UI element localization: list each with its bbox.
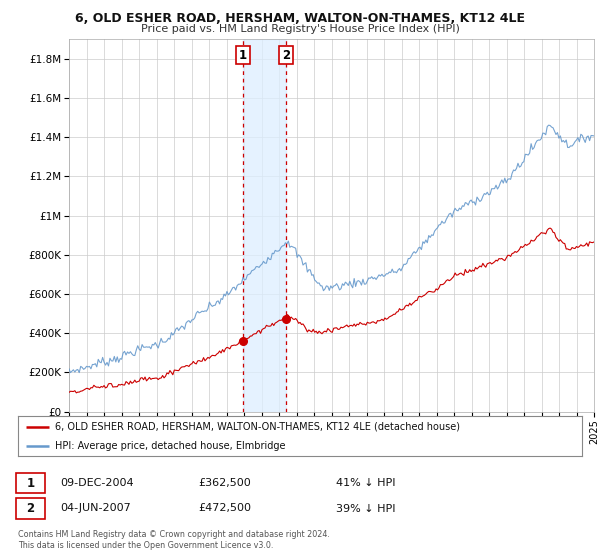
Text: £362,500: £362,500 bbox=[198, 478, 251, 488]
Text: 1: 1 bbox=[239, 49, 247, 62]
Text: 41% ↓ HPI: 41% ↓ HPI bbox=[336, 478, 395, 488]
Bar bbox=[243, 39, 286, 412]
Text: 2: 2 bbox=[282, 49, 290, 62]
Text: 04-JUN-2007: 04-JUN-2007 bbox=[60, 503, 131, 514]
Text: £472,500: £472,500 bbox=[198, 503, 251, 514]
Text: 1: 1 bbox=[26, 477, 35, 490]
Text: Price paid vs. HM Land Registry's House Price Index (HPI): Price paid vs. HM Land Registry's House … bbox=[140, 24, 460, 34]
Text: 2: 2 bbox=[26, 502, 35, 515]
Text: HPI: Average price, detached house, Elmbridge: HPI: Average price, detached house, Elmb… bbox=[55, 441, 285, 450]
Text: Contains HM Land Registry data © Crown copyright and database right 2024.
This d: Contains HM Land Registry data © Crown c… bbox=[18, 530, 330, 550]
Text: 6, OLD ESHER ROAD, HERSHAM, WALTON-ON-THAMES, KT12 4LE: 6, OLD ESHER ROAD, HERSHAM, WALTON-ON-TH… bbox=[75, 12, 525, 25]
Text: 09-DEC-2004: 09-DEC-2004 bbox=[60, 478, 134, 488]
Text: 6, OLD ESHER ROAD, HERSHAM, WALTON-ON-THAMES, KT12 4LE (detached house): 6, OLD ESHER ROAD, HERSHAM, WALTON-ON-TH… bbox=[55, 422, 460, 432]
Text: 39% ↓ HPI: 39% ↓ HPI bbox=[336, 503, 395, 514]
